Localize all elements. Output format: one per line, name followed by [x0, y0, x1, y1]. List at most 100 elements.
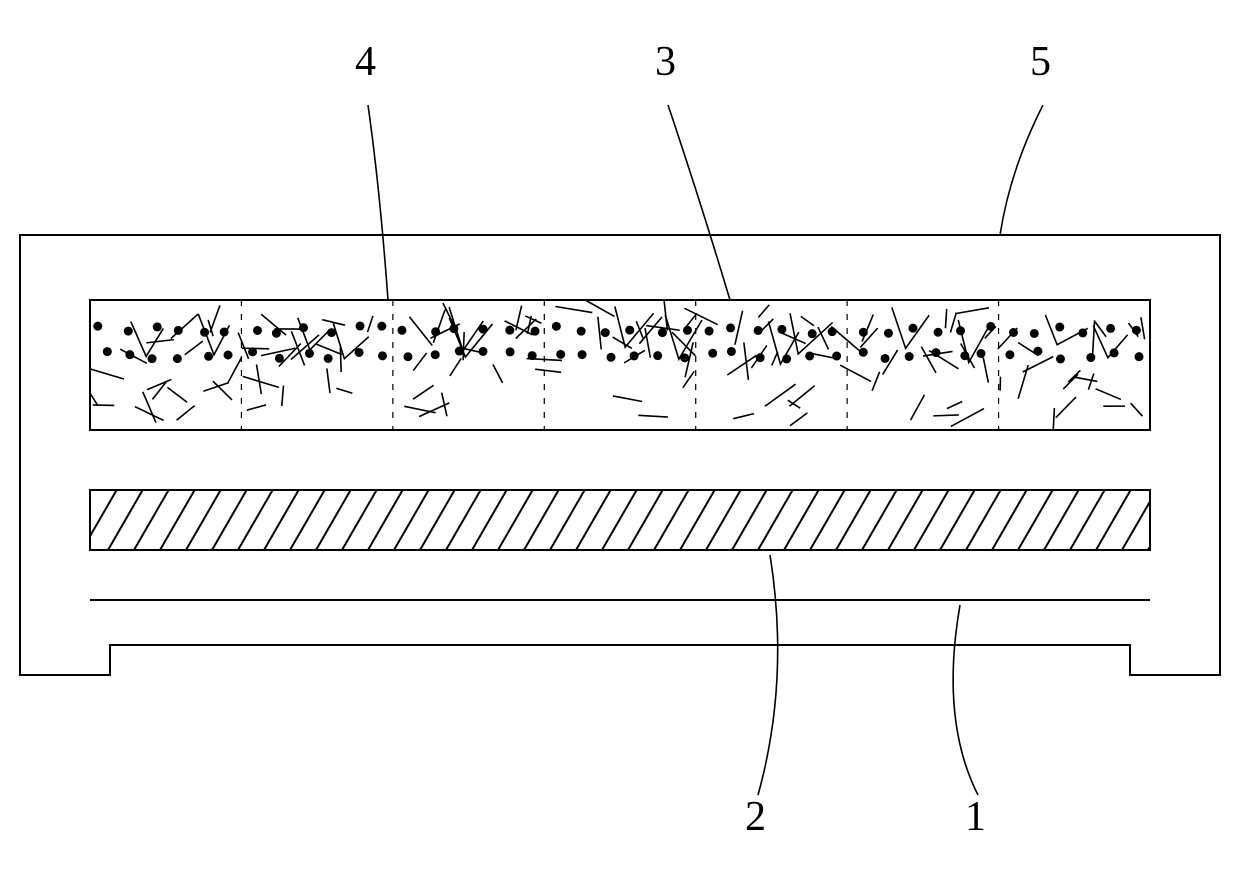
label-2: 2 — [745, 794, 766, 840]
leader-1 — [953, 605, 978, 795]
texture-line — [684, 313, 697, 329]
leader-5 — [1000, 105, 1043, 235]
texture-line — [735, 311, 743, 345]
texture-line — [210, 305, 220, 332]
texture-line — [998, 328, 1017, 349]
dot — [884, 329, 893, 338]
dot — [606, 353, 615, 362]
texture-line — [613, 396, 642, 402]
dot — [1030, 329, 1039, 338]
label-4: 4 — [355, 39, 376, 85]
texture-line — [171, 314, 198, 338]
texture-line — [535, 369, 561, 372]
texture-line — [933, 415, 959, 416]
texture-line — [1068, 370, 1080, 382]
dot — [808, 329, 817, 338]
dot — [378, 351, 387, 360]
texture-line — [788, 400, 800, 408]
texture-line — [951, 409, 984, 427]
texture-line — [1088, 373, 1093, 389]
texture-line — [90, 369, 124, 379]
leader-3 — [668, 105, 730, 300]
dot — [653, 351, 662, 360]
dot — [253, 326, 262, 335]
dot — [705, 327, 714, 336]
dot — [1055, 323, 1064, 332]
dot — [754, 326, 763, 335]
texture-line — [1075, 377, 1098, 381]
texture-line — [167, 387, 187, 402]
dot — [1033, 347, 1042, 356]
texture-line — [789, 386, 814, 407]
texture-line — [450, 358, 461, 376]
texture-line — [238, 333, 248, 359]
dot — [859, 348, 868, 357]
dot — [204, 352, 213, 361]
dot — [377, 322, 386, 331]
texture-line — [801, 316, 814, 325]
texture-line — [404, 406, 435, 412]
label-3: 3 — [655, 39, 676, 85]
texture-line — [947, 401, 962, 408]
texture-line — [247, 405, 266, 410]
dot — [934, 328, 943, 337]
texture-line — [315, 344, 342, 355]
dot — [153, 322, 162, 331]
texture-line — [336, 388, 352, 393]
dot — [577, 327, 586, 336]
texture-line — [957, 308, 989, 314]
dot — [356, 322, 365, 331]
dot — [506, 347, 515, 356]
dot — [726, 323, 735, 332]
dot — [324, 354, 333, 363]
texture-line — [555, 306, 592, 312]
texture-line — [945, 309, 946, 328]
texture-line — [638, 415, 668, 417]
labels: 4 3 5 2 1 — [355, 39, 1051, 840]
dot — [174, 326, 183, 335]
texture-line — [413, 353, 426, 371]
texture-line — [950, 312, 956, 332]
dot — [552, 322, 561, 331]
label-5: 5 — [1030, 39, 1051, 85]
texture-line — [413, 385, 434, 399]
texture-line — [762, 319, 773, 330]
texture-line — [177, 406, 195, 421]
dot — [556, 350, 565, 359]
label-1: 1 — [965, 794, 986, 840]
dot — [1135, 352, 1144, 361]
dot — [578, 350, 587, 359]
texture-line — [733, 414, 754, 419]
texture-line — [409, 317, 432, 346]
texture-line — [831, 327, 859, 351]
texture-line — [527, 359, 562, 361]
texture-line — [443, 303, 454, 325]
dot — [93, 322, 102, 331]
texture-line — [463, 332, 464, 360]
texture-line — [727, 355, 756, 375]
texture-line — [1131, 403, 1143, 416]
dot — [431, 350, 440, 359]
dot — [1106, 324, 1115, 333]
texture-line — [911, 395, 925, 420]
texture-line — [282, 386, 284, 406]
dot — [908, 324, 917, 333]
texture-line — [185, 341, 203, 355]
texture-line — [1053, 408, 1054, 431]
texture-line — [1141, 317, 1145, 339]
dot — [828, 327, 837, 336]
dot — [1005, 350, 1014, 359]
dot — [977, 349, 986, 358]
dot — [103, 347, 112, 356]
dot — [625, 326, 634, 335]
texture-line — [1063, 374, 1078, 389]
texture-line — [228, 357, 242, 383]
texture-line — [213, 381, 232, 400]
texture-line — [243, 376, 279, 387]
textured-layer — [87, 294, 1150, 431]
dot — [173, 354, 182, 363]
texture-line — [683, 371, 694, 387]
texture-line — [367, 316, 372, 332]
texture-line — [790, 413, 807, 426]
dot — [881, 354, 890, 363]
